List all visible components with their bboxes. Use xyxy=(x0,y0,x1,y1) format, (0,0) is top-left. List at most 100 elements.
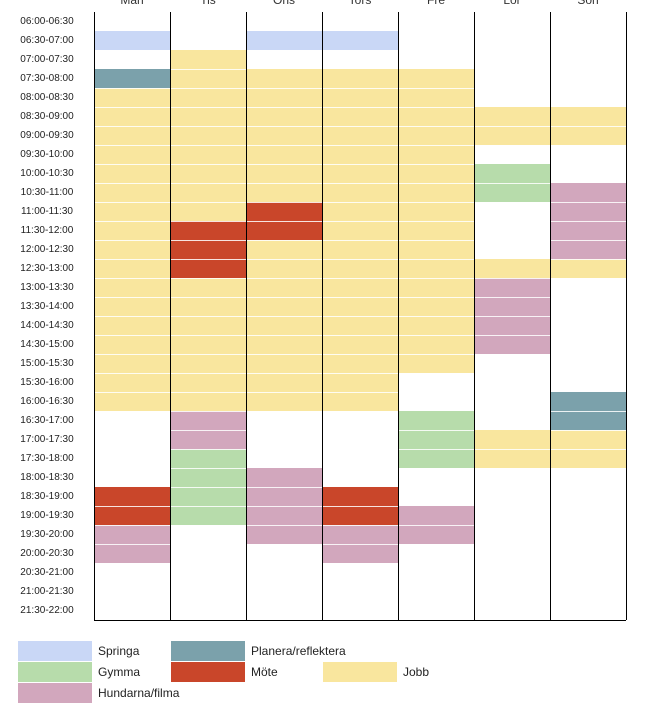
schedule-cell[interactable] xyxy=(550,297,626,316)
schedule-cell[interactable] xyxy=(550,411,626,430)
schedule-cell[interactable] xyxy=(474,31,550,50)
schedule-cell[interactable] xyxy=(398,506,474,525)
schedule-cell[interactable] xyxy=(246,544,322,563)
schedule-cell[interactable] xyxy=(398,582,474,601)
schedule-cell[interactable] xyxy=(246,354,322,373)
schedule-cell[interactable] xyxy=(170,525,246,544)
schedule-cell[interactable] xyxy=(474,487,550,506)
schedule-cell[interactable] xyxy=(398,430,474,449)
schedule-cell[interactable] xyxy=(170,335,246,354)
schedule-cell[interactable] xyxy=(94,221,170,240)
schedule-cell[interactable] xyxy=(170,297,246,316)
schedule-cell[interactable] xyxy=(550,563,626,582)
schedule-cell[interactable] xyxy=(94,430,170,449)
schedule-cell[interactable] xyxy=(322,411,398,430)
schedule-cell[interactable] xyxy=(94,316,170,335)
schedule-cell[interactable] xyxy=(322,145,398,164)
schedule-cell[interactable] xyxy=(550,278,626,297)
schedule-cell[interactable] xyxy=(322,544,398,563)
schedule-cell[interactable] xyxy=(170,12,246,31)
schedule-cell[interactable] xyxy=(94,354,170,373)
schedule-cell[interactable] xyxy=(246,50,322,69)
schedule-cell[interactable] xyxy=(322,582,398,601)
schedule-cell[interactable] xyxy=(398,373,474,392)
schedule-cell[interactable] xyxy=(322,373,398,392)
schedule-cell[interactable] xyxy=(170,487,246,506)
schedule-cell[interactable] xyxy=(550,582,626,601)
schedule-cell[interactable] xyxy=(474,411,550,430)
schedule-cell[interactable] xyxy=(474,183,550,202)
schedule-cell[interactable] xyxy=(398,202,474,221)
schedule-cell[interactable] xyxy=(398,297,474,316)
schedule-cell[interactable] xyxy=(94,411,170,430)
schedule-cell[interactable] xyxy=(170,544,246,563)
schedule-cell[interactable] xyxy=(550,259,626,278)
schedule-cell[interactable] xyxy=(550,487,626,506)
schedule-cell[interactable] xyxy=(170,506,246,525)
schedule-cell[interactable] xyxy=(94,487,170,506)
schedule-cell[interactable] xyxy=(170,449,246,468)
schedule-cell[interactable] xyxy=(170,88,246,107)
schedule-cell[interactable] xyxy=(398,278,474,297)
schedule-cell[interactable] xyxy=(398,31,474,50)
schedule-cell[interactable] xyxy=(246,31,322,50)
schedule-cell[interactable] xyxy=(170,316,246,335)
schedule-cell[interactable] xyxy=(170,354,246,373)
schedule-cell[interactable] xyxy=(322,506,398,525)
schedule-cell[interactable] xyxy=(246,126,322,145)
schedule-cell[interactable] xyxy=(322,392,398,411)
schedule-cell[interactable] xyxy=(550,164,626,183)
schedule-cell[interactable] xyxy=(322,183,398,202)
schedule-cell[interactable] xyxy=(246,449,322,468)
schedule-cell[interactable] xyxy=(474,544,550,563)
schedule-cell[interactable] xyxy=(246,582,322,601)
schedule-cell[interactable] xyxy=(170,126,246,145)
schedule-cell[interactable] xyxy=(550,506,626,525)
schedule-cell[interactable] xyxy=(246,373,322,392)
schedule-cell[interactable] xyxy=(550,373,626,392)
schedule-cell[interactable] xyxy=(94,183,170,202)
schedule-cell[interactable] xyxy=(322,563,398,582)
schedule-cell[interactable] xyxy=(94,69,170,88)
schedule-cell[interactable] xyxy=(474,373,550,392)
schedule-cell[interactable] xyxy=(246,164,322,183)
schedule-cell[interactable] xyxy=(246,69,322,88)
schedule-cell[interactable] xyxy=(246,88,322,107)
schedule-cell[interactable] xyxy=(474,259,550,278)
schedule-cell[interactable] xyxy=(474,582,550,601)
schedule-cell[interactable] xyxy=(322,240,398,259)
schedule-cell[interactable] xyxy=(550,145,626,164)
schedule-cell[interactable] xyxy=(170,31,246,50)
schedule-cell[interactable] xyxy=(322,316,398,335)
schedule-cell[interactable] xyxy=(398,354,474,373)
schedule-cell[interactable] xyxy=(398,50,474,69)
schedule-cell[interactable] xyxy=(474,468,550,487)
schedule-cell[interactable] xyxy=(474,240,550,259)
schedule-cell[interactable] xyxy=(94,240,170,259)
schedule-cell[interactable] xyxy=(322,354,398,373)
schedule-cell[interactable] xyxy=(398,164,474,183)
schedule-cell[interactable] xyxy=(550,354,626,373)
schedule-cell[interactable] xyxy=(474,69,550,88)
schedule-cell[interactable] xyxy=(246,145,322,164)
schedule-cell[interactable] xyxy=(322,126,398,145)
schedule-cell[interactable] xyxy=(94,563,170,582)
schedule-cell[interactable] xyxy=(474,392,550,411)
schedule-cell[interactable] xyxy=(474,221,550,240)
schedule-cell[interactable] xyxy=(246,202,322,221)
schedule-cell[interactable] xyxy=(94,601,170,620)
schedule-cell[interactable] xyxy=(550,31,626,50)
schedule-cell[interactable] xyxy=(550,601,626,620)
schedule-cell[interactable] xyxy=(246,411,322,430)
schedule-cell[interactable] xyxy=(550,107,626,126)
schedule-cell[interactable] xyxy=(474,316,550,335)
schedule-cell[interactable] xyxy=(322,221,398,240)
schedule-cell[interactable] xyxy=(246,506,322,525)
schedule-cell[interactable] xyxy=(94,278,170,297)
schedule-cell[interactable] xyxy=(246,183,322,202)
schedule-cell[interactable] xyxy=(398,107,474,126)
schedule-cell[interactable] xyxy=(246,392,322,411)
schedule-cell[interactable] xyxy=(398,240,474,259)
schedule-cell[interactable] xyxy=(398,145,474,164)
schedule-cell[interactable] xyxy=(170,202,246,221)
